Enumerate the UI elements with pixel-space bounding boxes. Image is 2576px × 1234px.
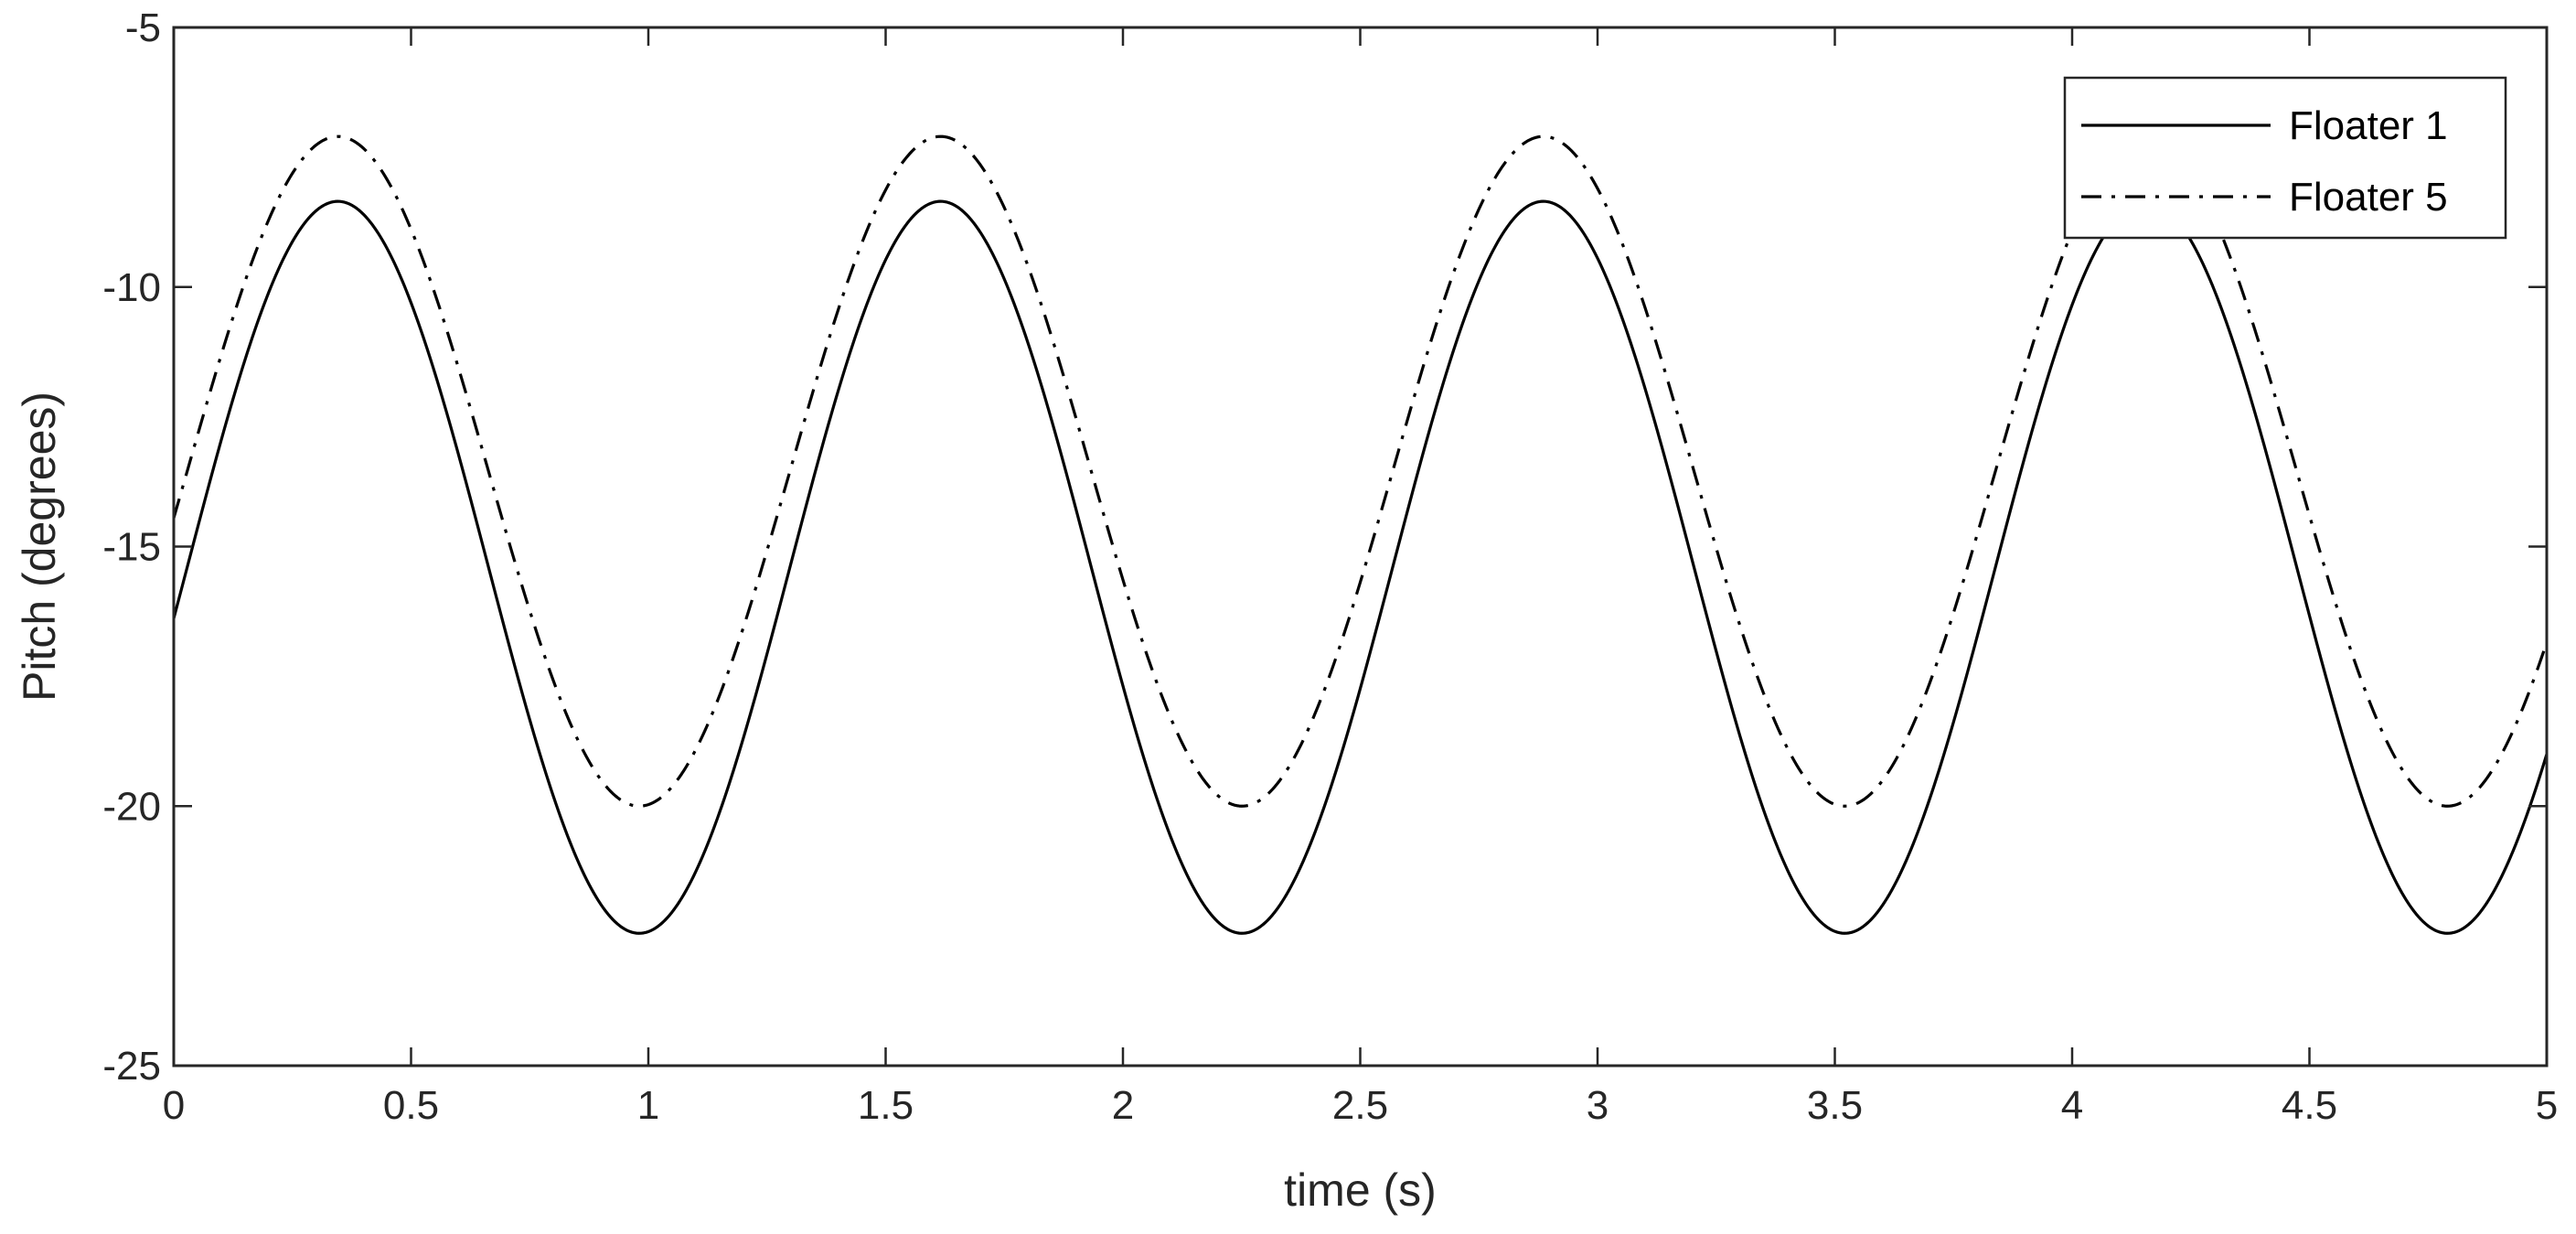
y-tick-label: -15 bbox=[102, 525, 161, 570]
x-tick-label: 1 bbox=[637, 1083, 659, 1128]
x-tick-label: 3.5 bbox=[1807, 1083, 1863, 1128]
y-tick-label: -10 bbox=[102, 265, 161, 310]
x-axis-label: time (s) bbox=[1284, 1164, 1437, 1216]
x-tick-label: 4.5 bbox=[2282, 1083, 2337, 1128]
legend-box bbox=[2063, 76, 2507, 240]
ticks-layer: 0 0.5 1 1.5 2 2.5 3 3.5 4 4.5 5 -25 -20 -15 -10 -5 bbox=[102, 5, 2558, 1128]
x-tick-label: 3 bbox=[1587, 1083, 1609, 1128]
x-tick-label: 2.5 bbox=[1332, 1083, 1388, 1128]
x-tick-label: 0.5 bbox=[383, 1083, 439, 1128]
y-axis-label: Pitch (degrees) bbox=[14, 392, 65, 702]
x-tick-label: 2 bbox=[1112, 1083, 1134, 1128]
legend-entry-floater-5: Floater 5 bbox=[2289, 175, 2448, 220]
legend-entry-floater-1: Floater 1 bbox=[2289, 103, 2448, 148]
y-tick-label: -5 bbox=[125, 5, 161, 50]
legend: Floater 1 Floater 5 bbox=[2063, 76, 2507, 240]
x-tick-label: 4 bbox=[2061, 1083, 2083, 1128]
x-tick-label: 0 bbox=[163, 1083, 185, 1128]
x-tick-label: 1.5 bbox=[858, 1083, 914, 1128]
y-tick-label: -25 bbox=[102, 1044, 161, 1089]
y-tick-label: -20 bbox=[102, 784, 161, 829]
x-tick-label: 5 bbox=[2536, 1083, 2558, 1128]
